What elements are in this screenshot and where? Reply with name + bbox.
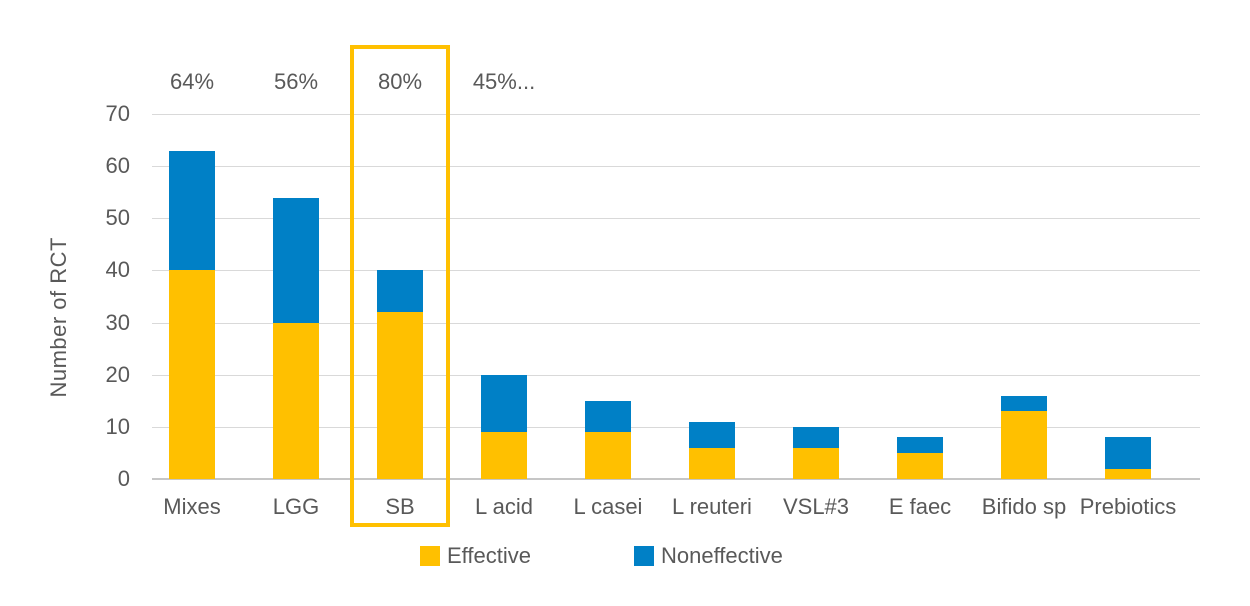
legend-swatch-noneffective — [634, 546, 654, 566]
category-slot-mixes: 64% Mixes — [140, 69, 244, 519]
y-tick-label: 40 — [105, 257, 130, 282]
bar-segment-noneffective — [793, 426, 839, 448]
gridline — [152, 218, 1200, 219]
gridline — [152, 427, 1200, 428]
stacked-bar — [793, 426, 839, 479]
stacked-bar — [585, 400, 631, 479]
y-tick-label: 20 — [105, 362, 130, 387]
category-slot-lgg: 56% LGG — [244, 69, 348, 519]
category-slot-e-faec: E faec — [868, 114, 972, 519]
category-slot-l-reuteri: L reuteri — [660, 114, 764, 519]
y-tick-label: 50 — [105, 205, 130, 230]
category-slot-prebiotics: Prebiotics — [1076, 114, 1180, 519]
stacked-bar — [169, 150, 215, 479]
bar-segment-noneffective — [273, 197, 319, 323]
bar-segment-effective — [1001, 411, 1047, 479]
y-tick-label: 0 — [117, 466, 130, 491]
gridline — [152, 114, 1200, 115]
bar-segment-effective — [481, 432, 527, 479]
stacked-bar — [377, 270, 423, 479]
percent-annotation: 64% — [169, 69, 215, 94]
percent-annotation: 45%... — [472, 69, 536, 94]
category-slot-sb: 80% SB — [348, 45, 452, 527]
legend-item-effective: Effective — [420, 543, 531, 569]
stacked-bar — [1001, 395, 1047, 479]
y-tick-label: 30 — [105, 310, 130, 335]
y-tick-label: 60 — [105, 153, 130, 178]
x-axis-label: LGG — [272, 494, 320, 519]
x-axis-label: VSL#3 — [782, 494, 850, 519]
bar-segment-effective — [689, 447, 735, 479]
bar-segment-effective — [793, 447, 839, 479]
y-tick-label: 70 — [105, 101, 130, 126]
x-axis-label: L casei — [573, 494, 643, 519]
x-axis-line — [152, 478, 1200, 480]
gridline — [152, 270, 1200, 271]
bar-segment-effective — [377, 312, 423, 479]
stacked-bar — [689, 421, 735, 479]
category-slot-l-casei: L casei — [556, 114, 660, 519]
bar-segment-noneffective — [1001, 395, 1047, 412]
x-axis-label: E faec — [888, 494, 952, 519]
bar-segment-effective — [273, 322, 319, 479]
bar-segment-noneffective — [585, 400, 631, 433]
x-axis-label: Mixes — [163, 494, 221, 519]
gridline — [152, 375, 1200, 376]
legend-label-noneffective: Noneffective — [661, 543, 783, 568]
x-axis-label: L acid — [475, 494, 533, 519]
x-axis-label: SB — [385, 494, 415, 519]
x-axis-label: L reuteri — [672, 494, 752, 519]
gridline — [152, 166, 1200, 167]
legend-swatch-effective — [420, 546, 440, 566]
bar-segment-noneffective — [169, 150, 215, 271]
bar-segment-effective — [169, 270, 215, 479]
gridline — [152, 323, 1200, 324]
category-slot-bifido-sp: Bifido sp — [972, 114, 1076, 519]
bar-segment-effective — [1105, 468, 1151, 479]
plot-area: 64% Mixes 56% LGG 80% SB 45%... L acid L casei L … — [140, 45, 1180, 527]
y-tick-label: 10 — [105, 414, 130, 439]
bar-segment-noneffective — [897, 437, 943, 453]
bar-segment-noneffective — [1105, 437, 1151, 469]
category-slot-vsl-3: VSL#3 — [764, 114, 868, 519]
highlight-box — [350, 45, 450, 527]
legend-label-effective: Effective — [447, 543, 531, 568]
bar-segment-noneffective — [481, 374, 527, 433]
bar-segment-effective — [897, 452, 943, 479]
bar-segment-effective — [585, 432, 631, 479]
x-axis-label: Bifido sp — [981, 494, 1067, 519]
stacked-bar — [273, 197, 319, 479]
stacked-bar — [897, 437, 943, 479]
percent-annotation: 80% — [377, 69, 423, 94]
x-axis-label: Prebiotics — [1079, 494, 1177, 519]
bar-segment-noneffective — [377, 270, 423, 313]
percent-annotation: 56% — [273, 69, 319, 94]
category-slot-l-acid: 45%... L acid — [452, 69, 556, 519]
legend-item-noneffective: Noneffective — [634, 543, 783, 569]
stacked-bar — [1105, 437, 1151, 479]
bar-segment-noneffective — [689, 421, 735, 448]
stacked-bar — [481, 374, 527, 479]
